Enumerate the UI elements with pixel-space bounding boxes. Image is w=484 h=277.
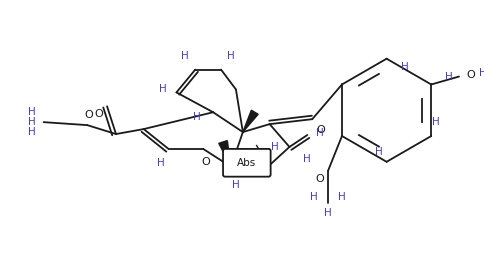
Polygon shape [242,110,257,132]
Text: O: O [94,109,103,119]
Text: O: O [85,110,93,120]
Text: H: H [28,117,35,127]
Text: O: O [201,157,210,167]
Text: H: H [156,158,164,168]
FancyBboxPatch shape [223,149,270,177]
Text: H: H [431,117,439,127]
Text: H: H [193,112,201,122]
Text: H: H [231,179,239,189]
Text: H: H [303,154,311,164]
Text: H: H [28,127,35,137]
Polygon shape [218,141,230,167]
Text: O: O [315,174,324,184]
Text: H: H [478,68,484,78]
Text: H: H [337,193,345,202]
Text: H: H [400,61,408,72]
Text: H: H [316,128,323,138]
Text: H: H [374,147,382,157]
Text: H: H [310,193,318,202]
Text: Abs: Abs [237,158,256,168]
Text: H: H [181,51,189,61]
Text: H: H [270,142,278,152]
Text: O: O [316,125,325,135]
Text: H: H [323,208,331,218]
Text: O: O [466,70,474,79]
Text: H: H [28,107,35,117]
Text: H: H [444,71,452,81]
Text: H: H [227,51,234,61]
Text: O: O [247,156,256,166]
Text: H: H [158,84,166,94]
